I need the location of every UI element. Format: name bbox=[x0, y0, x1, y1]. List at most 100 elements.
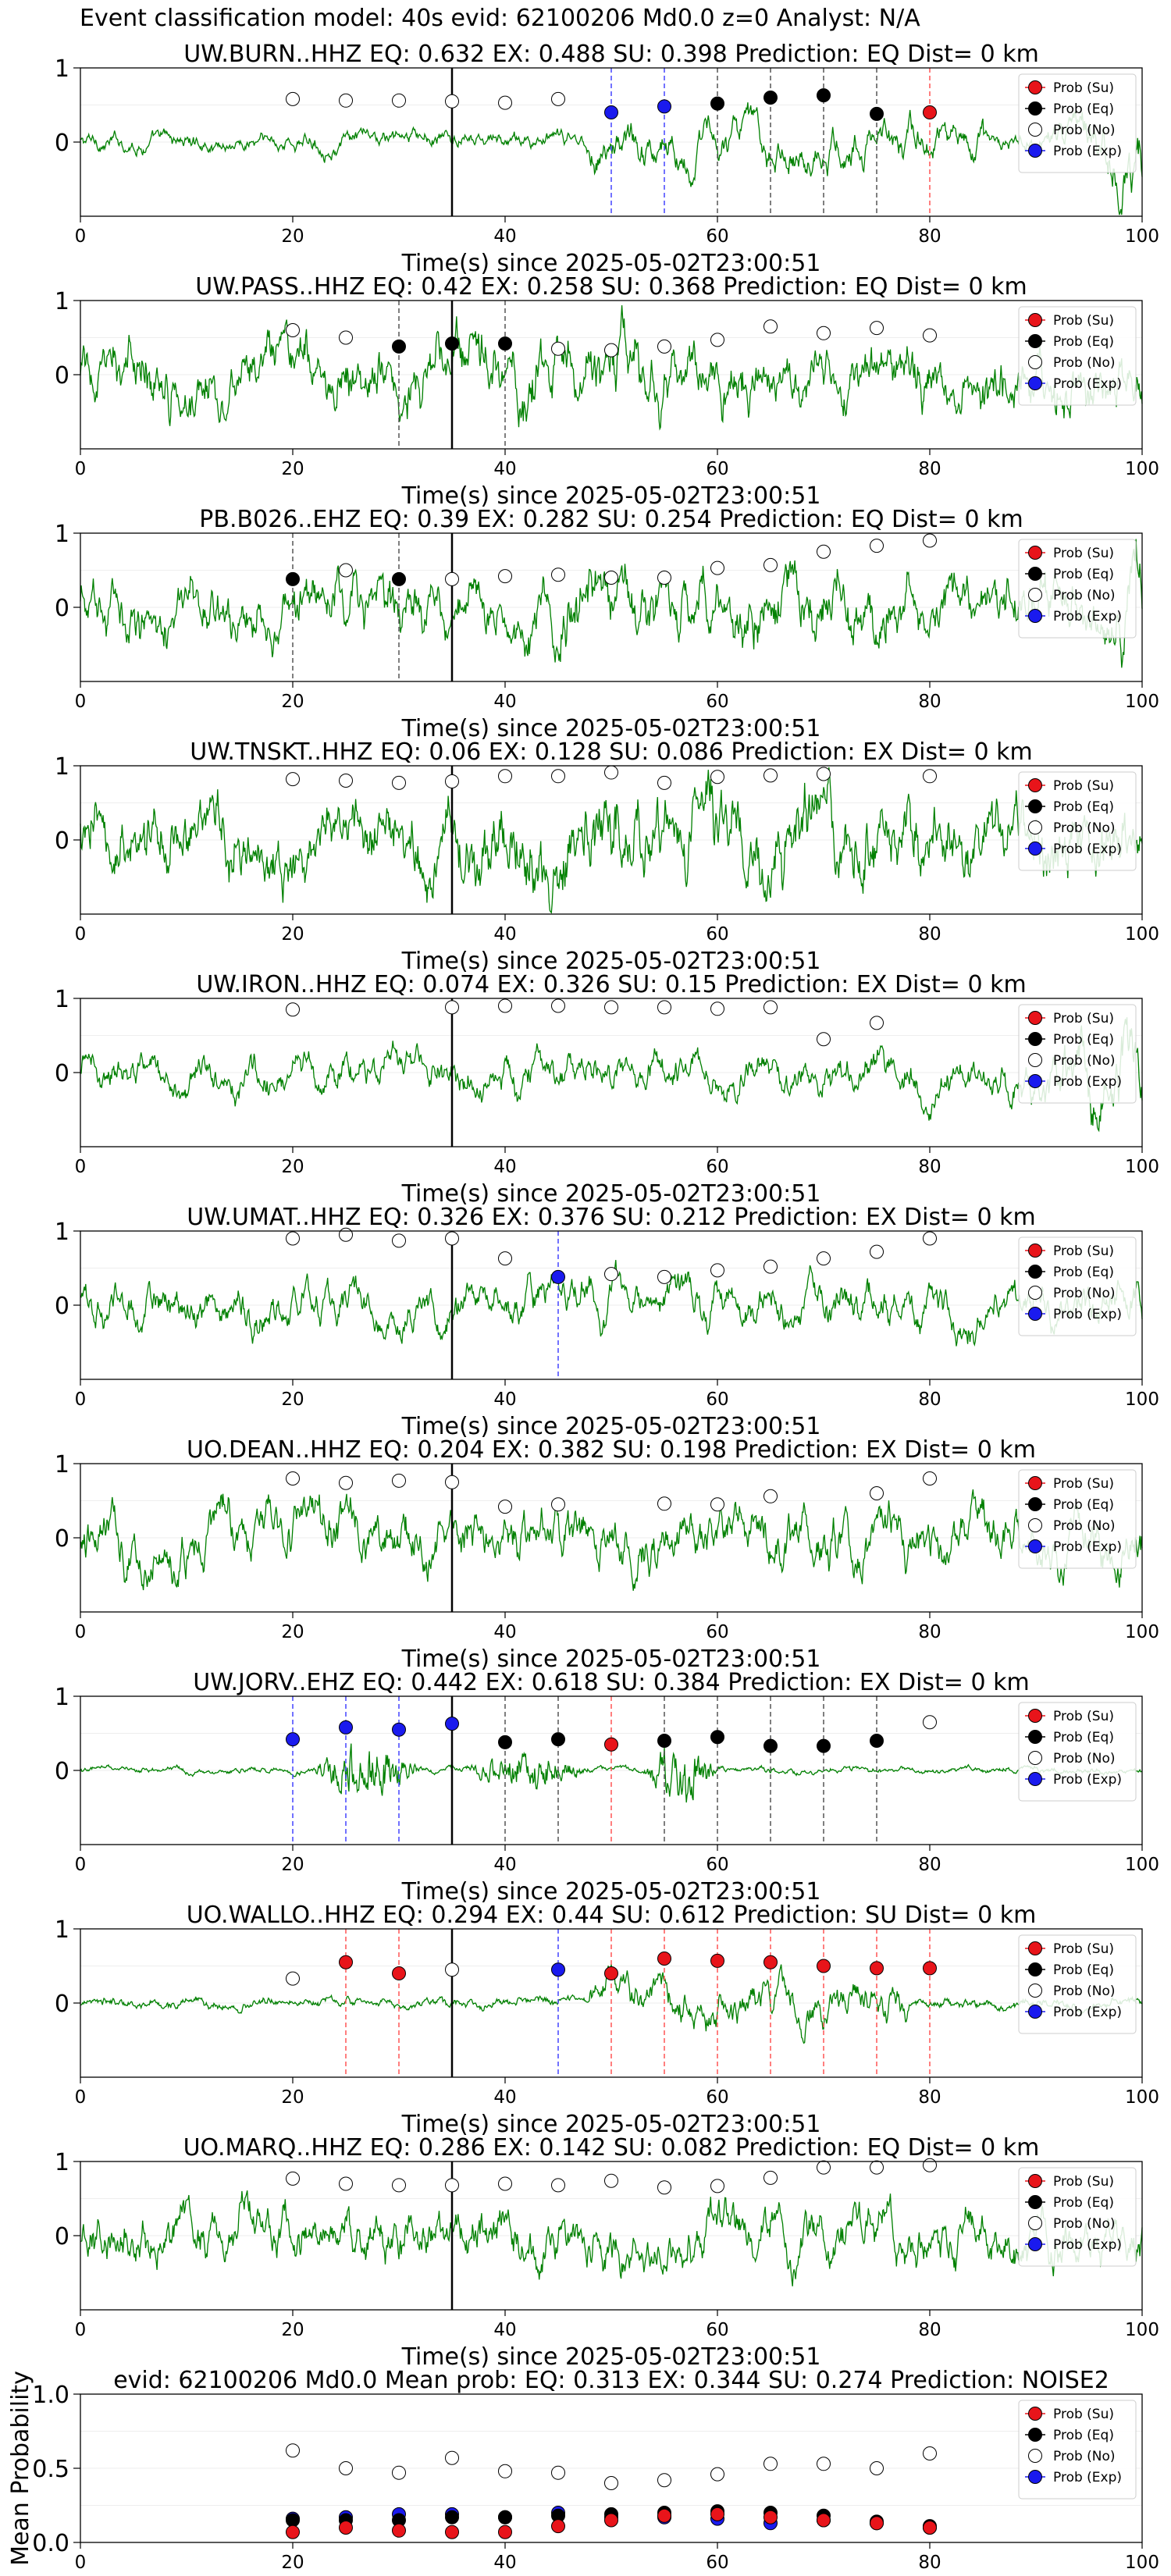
legend-marker bbox=[1028, 1941, 1042, 1955]
x-tick-label: 20 bbox=[281, 1389, 304, 1410]
probability-marker bbox=[445, 2178, 459, 2193]
probability-marker bbox=[657, 339, 671, 354]
legend-label: Prob (Su) bbox=[1053, 313, 1114, 329]
legend-marker bbox=[1028, 567, 1042, 581]
legend-marker bbox=[1028, 1476, 1042, 1490]
legend-label: Prob (Eq) bbox=[1053, 1497, 1114, 1513]
legend-marker bbox=[1028, 841, 1042, 856]
x-tick-label: 40 bbox=[493, 1622, 516, 1642]
x-tick-label: 60 bbox=[706, 226, 728, 247]
probability-marker bbox=[710, 1953, 724, 1968]
probability-marker bbox=[604, 1737, 618, 1752]
mean-probability-marker bbox=[551, 2465, 565, 2480]
mean-probability-marker bbox=[817, 2513, 831, 2528]
panel-title: UO.MARQ..HHZ EQ: 0.286 EX: 0.142 SU: 0.0… bbox=[183, 2134, 1040, 2161]
legend-label: Prob (Exp) bbox=[1053, 376, 1122, 392]
waveform-trace bbox=[80, 2190, 1143, 2286]
mean-probability-marker bbox=[870, 2461, 884, 2475]
legend-marker bbox=[1028, 123, 1042, 137]
x-tick-label: 60 bbox=[706, 2320, 728, 2340]
x-tick-label: 60 bbox=[706, 1622, 728, 1642]
waveform-trace bbox=[80, 1017, 1143, 1133]
legend-marker bbox=[1028, 1772, 1042, 1786]
legend-marker bbox=[1028, 2237, 1042, 2251]
mean-probability-marker bbox=[392, 2465, 406, 2480]
panel-title: UW.PASS..HHZ EQ: 0.42 EX: 0.258 SU: 0.36… bbox=[195, 273, 1027, 301]
panel-title: UW.JORV..EHZ EQ: 0.442 EX: 0.618 SU: 0.3… bbox=[193, 1669, 1029, 1696]
legend-label: Prob (No) bbox=[1053, 588, 1116, 603]
probability-marker bbox=[870, 321, 884, 336]
legend-marker bbox=[1028, 1053, 1042, 1067]
legend-marker bbox=[1028, 1032, 1042, 1046]
probability-marker bbox=[286, 1971, 300, 1986]
legend-marker bbox=[1028, 376, 1042, 390]
x-axis-label: Time(s) since 2025-05-02T23:00:51 bbox=[401, 1180, 821, 1208]
legend-box bbox=[1018, 539, 1137, 639]
legend-marker bbox=[1028, 2428, 1042, 2442]
x-tick-label: 80 bbox=[918, 1157, 941, 1177]
probability-marker bbox=[498, 336, 512, 351]
probability-marker bbox=[286, 772, 300, 787]
y-tick-label: 0.0 bbox=[32, 2530, 69, 2557]
mean-probability-marker bbox=[286, 2443, 300, 2458]
x-tick-label: 20 bbox=[281, 1157, 304, 1177]
legend-label: Prob (Eq) bbox=[1053, 101, 1114, 117]
mean-probability-marker bbox=[763, 2510, 778, 2524]
probability-marker bbox=[923, 1961, 937, 1976]
x-axis-label: Time(s) since 2025-05-02T23:00:51 bbox=[401, 482, 821, 510]
y-tick-label: 0 bbox=[55, 2223, 69, 2250]
probability-marker bbox=[710, 333, 724, 347]
probability-marker bbox=[763, 1738, 778, 1753]
probability-marker bbox=[551, 91, 565, 106]
probability-marker bbox=[657, 2180, 671, 2195]
legend-box bbox=[1018, 2167, 1137, 2267]
y-tick-label: 1 bbox=[55, 753, 69, 781]
legend-label: Prob (Exp) bbox=[1053, 841, 1122, 857]
x-tick-label: 20 bbox=[281, 2087, 304, 2108]
legend-label: Prob (Exp) bbox=[1053, 2470, 1122, 2485]
x-axis-label: Time(s) since 2025-05-02T23:00:51 bbox=[401, 715, 821, 742]
legend-marker bbox=[1028, 2005, 1042, 2019]
probability-marker bbox=[870, 1486, 884, 1500]
probability-marker bbox=[763, 1955, 778, 1969]
waveform-trace bbox=[80, 539, 1143, 668]
x-tick-label: 20 bbox=[281, 459, 304, 479]
probability-marker bbox=[498, 1735, 512, 1749]
legend-box bbox=[1018, 1702, 1137, 1802]
y-tick-label: 0.5 bbox=[32, 2456, 69, 2483]
y-tick-label: 0 bbox=[55, 827, 69, 855]
legend-label: Prob (No) bbox=[1053, 123, 1116, 138]
x-tick-label: 60 bbox=[706, 1389, 728, 1410]
probability-marker bbox=[339, 330, 353, 345]
mean-probability-marker bbox=[604, 2476, 618, 2490]
probability-marker bbox=[710, 1497, 724, 1512]
probability-marker bbox=[657, 775, 671, 790]
waveform-trace bbox=[80, 1260, 1143, 1347]
legend-label: Prob (Su) bbox=[1053, 778, 1114, 794]
probability-marker bbox=[763, 557, 778, 572]
x-axis-label: Time(s) since 2025-05-02T23:00:51 bbox=[401, 250, 821, 277]
panel-title: UW.TNSKT..HHZ EQ: 0.06 EX: 0.128 SU: 0.0… bbox=[190, 738, 1033, 766]
probability-marker bbox=[923, 769, 937, 784]
x-tick-label: 40 bbox=[493, 226, 516, 247]
legend-marker bbox=[1028, 799, 1042, 813]
probability-marker bbox=[817, 767, 831, 781]
probability-marker bbox=[551, 1962, 565, 1977]
legend-marker bbox=[1028, 1286, 1042, 1300]
y-tick-label: 0 bbox=[55, 1991, 69, 2018]
legend-marker bbox=[1028, 588, 1042, 602]
x-tick-label: 100 bbox=[1125, 2320, 1159, 2340]
waveform-trace bbox=[80, 102, 1143, 215]
probability-marker bbox=[763, 1000, 778, 1015]
y-tick-label: 0 bbox=[55, 595, 69, 622]
panel-title: UW.BURN..HHZ EQ: 0.632 EX: 0.488 SU: 0.3… bbox=[183, 41, 1039, 68]
probability-marker bbox=[551, 2178, 565, 2193]
legend-marker bbox=[1028, 334, 1042, 348]
mean-probability-marker bbox=[392, 2523, 406, 2538]
x-tick-label: 40 bbox=[493, 1157, 516, 1177]
x-tick-label: 100 bbox=[1125, 1855, 1159, 1875]
probability-marker bbox=[710, 2179, 724, 2194]
x-tick-label: 80 bbox=[918, 226, 941, 247]
